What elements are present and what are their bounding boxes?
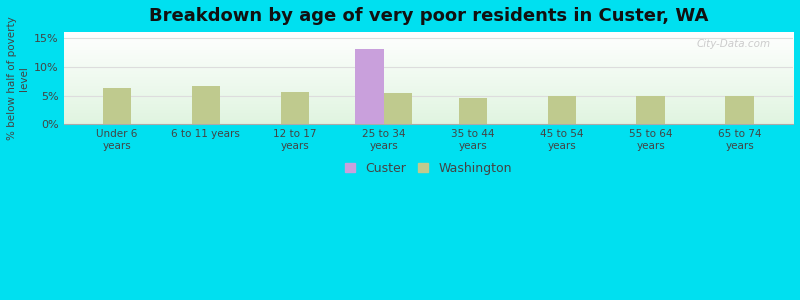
Bar <box>726 96 754 124</box>
Bar <box>355 50 384 124</box>
Title: Breakdown by age of very poor residents in Custer, WA: Breakdown by age of very poor residents … <box>149 7 708 25</box>
Bar <box>384 93 412 124</box>
Bar <box>458 98 487 124</box>
Bar <box>281 92 309 124</box>
Text: City-Data.com: City-Data.com <box>697 38 771 49</box>
Y-axis label: % below half of poverty
level: % below half of poverty level <box>7 16 29 140</box>
Legend: Custer, Washington: Custer, Washington <box>340 157 517 180</box>
Bar <box>192 86 220 124</box>
Bar <box>102 88 131 124</box>
Bar <box>547 96 576 124</box>
Bar <box>637 96 665 124</box>
